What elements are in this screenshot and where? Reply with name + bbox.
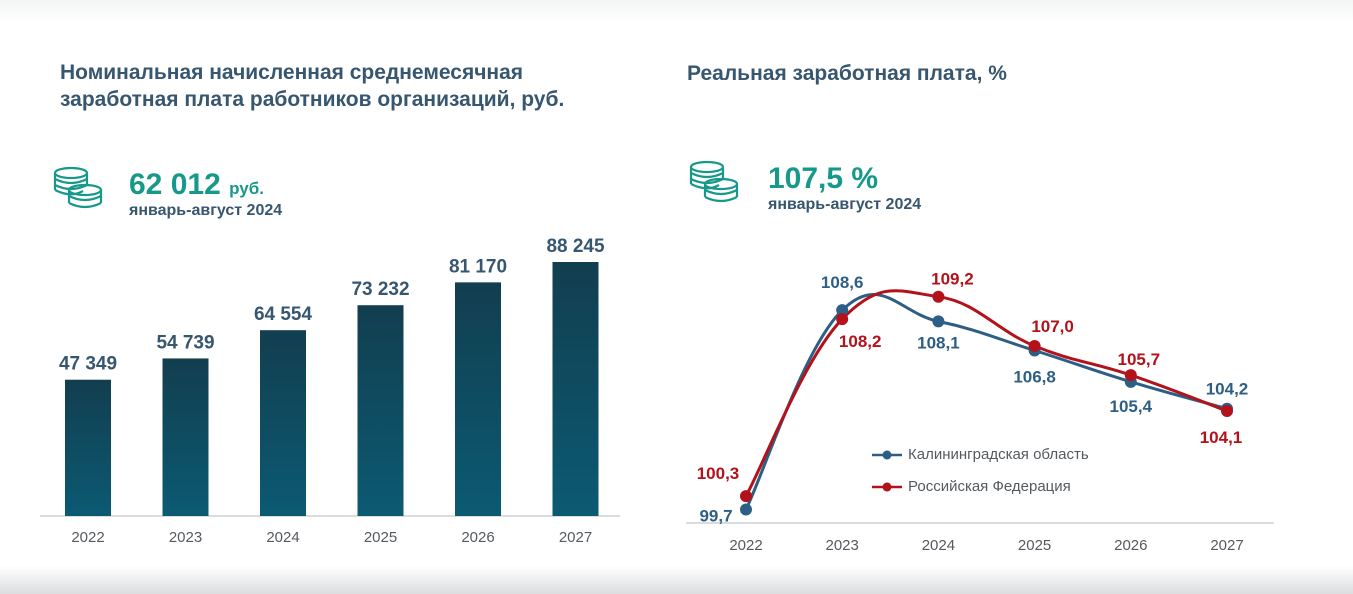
- x-tick-label: 2022: [729, 537, 762, 554]
- real-wage-title: Реальная заработная плата, %: [687, 62, 1007, 85]
- bar-value-label: 47 349: [59, 354, 117, 375]
- x-tick-label: 2027: [1210, 537, 1243, 554]
- nominal-wage-bar-chart: 47 349 2022 54 739 2023 64 554 2024 73 232 2025…: [40, 236, 620, 546]
- bar-2027: [552, 262, 599, 516]
- nominal-wage-panel: Номинальная начисленная среднемесячная з…: [0, 0, 676, 594]
- line-russia: [744, 289, 1228, 497]
- data-label-russia: 104,1: [1200, 428, 1243, 447]
- bar-2024: [260, 330, 306, 516]
- x-tick-label: 2026: [461, 529, 494, 546]
- data-label-russia: 105,7: [1118, 350, 1161, 369]
- coins-icon: [53, 166, 103, 209]
- data-label-kaliningrad: 105,4: [1110, 397, 1153, 416]
- nominal-wage-kpi-period: январь-август 2024: [129, 202, 283, 219]
- point-russia-2027: [1221, 404, 1233, 417]
- x-tick-label: 2025: [364, 529, 397, 546]
- point-russia-2023: [836, 313, 849, 326]
- point-kaliningrad-2023: [836, 304, 849, 317]
- data-label-kaliningrad: 106,8: [1013, 367, 1056, 386]
- bar-2026: [455, 282, 501, 516]
- x-tick-label: 2025: [1018, 537, 1051, 554]
- bar-value-label: 88 245: [546, 236, 605, 257]
- data-label-kaliningrad: 108,6: [821, 273, 864, 292]
- data-label-russia: 107,0: [1031, 317, 1074, 336]
- x-tick-label: 2027: [559, 529, 592, 546]
- point-kaliningrad-2022: [740, 503, 752, 516]
- bar-value-label: 81 170: [449, 256, 507, 277]
- coins-icon: [689, 160, 739, 203]
- real-wage-kpi-value: 107,5 %: [768, 162, 879, 195]
- bar-2023: [162, 358, 209, 516]
- legend-label-russia: Российская Федерация: [908, 478, 1071, 495]
- point-russia-2024: [932, 290, 945, 303]
- bar-2025: [357, 305, 404, 516]
- nominal-wage-kpi-value-line: 62 012 руб.: [129, 169, 264, 205]
- x-tick-label: 2024: [266, 529, 299, 546]
- x-tick-label: 2023: [169, 529, 202, 546]
- point-russia-2025: [1028, 340, 1041, 352]
- data-label-kaliningrad: 108,1: [917, 333, 960, 352]
- real-wage-panel: Реальная заработная плата, % 107,5 % янв…: [676, 0, 1353, 594]
- point-russia-2026: [1124, 369, 1137, 382]
- x-tick-label: 2022: [71, 529, 104, 546]
- bar-value-label: 54 739: [156, 332, 214, 353]
- top-shade: [0, 0, 1353, 22]
- bottom-shade: [0, 566, 1353, 594]
- point-russia-2022: [740, 490, 752, 503]
- x-tick-label: 2024: [922, 537, 955, 554]
- data-label-russia: 100,3: [697, 464, 740, 483]
- point-kaliningrad-2024: [932, 315, 945, 328]
- data-label-kaliningrad: 104,2: [1206, 380, 1249, 399]
- legend-label-kaliningrad: Калининградская область: [908, 446, 1089, 463]
- data-label-russia: 108,2: [839, 332, 882, 351]
- nominal-wage-title: Номинальная начисленная среднемесячная з…: [60, 61, 565, 111]
- bar-value-label: 64 554: [254, 304, 313, 325]
- x-tick-label: 2026: [1114, 537, 1147, 554]
- data-label-russia: 109,2: [931, 270, 974, 289]
- real-wage-line-chart: 99,7 108,6 108,1 106,8 105,4 104,2 100,3 108,2 1…: [686, 270, 1274, 554]
- legend-swatch-kaliningrad: [872, 450, 902, 460]
- bar-2022: [65, 379, 111, 516]
- nominal-wage-kpi-unit: руб.: [229, 179, 264, 198]
- real-wage-kpi-period: январь-август 2024: [768, 196, 922, 213]
- legend-swatch-russia: [872, 482, 902, 492]
- bar-value-label: 73 232: [351, 279, 409, 300]
- data-label-kaliningrad: 99,7: [699, 507, 732, 526]
- x-tick-label: 2023: [826, 537, 859, 554]
- nominal-wage-kpi-value: 62 012: [129, 168, 221, 201]
